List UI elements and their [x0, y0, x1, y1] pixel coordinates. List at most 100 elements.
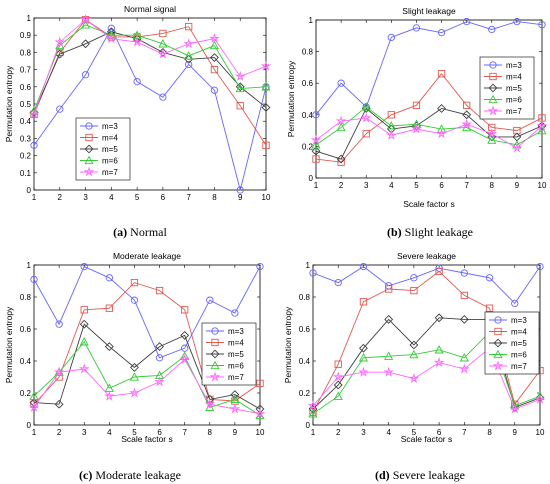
data-point	[210, 53, 219, 62]
data-point	[104, 342, 114, 352]
x-tick-label: 7	[462, 428, 467, 437]
data-point	[30, 275, 38, 284]
data-point	[336, 122, 346, 132]
data-point	[387, 33, 395, 42]
legend: m=3 m=4 m=5 m=6 m=7	[75, 117, 131, 181]
chart-title: Normal signal	[124, 4, 176, 14]
data-point	[463, 101, 471, 109]
x-tick-label: 9	[233, 428, 238, 437]
legend-marker	[209, 371, 221, 382]
data-point	[106, 33, 117, 44]
data-point	[359, 262, 368, 271]
y-tick-label: 0.4	[20, 117, 32, 126]
data-point	[255, 404, 265, 414]
data-point	[155, 286, 164, 295]
data-point	[204, 398, 216, 409]
chart-panel-3: Moderate leakage 1 2 3 4 5 6 7 8 9 10 0 0.2 0.4 0.6 0.8…	[4, 251, 266, 444]
chart-title: Moderate leakage	[113, 251, 181, 261]
x-tick-label: 5	[414, 181, 419, 190]
series-m=3	[30, 24, 270, 194]
series-line	[315, 72, 543, 163]
x-tick-label: 4	[109, 193, 114, 202]
plot-frame	[312, 264, 541, 426]
data-point	[79, 319, 89, 329]
series-line	[33, 24, 267, 112]
legend-marker	[489, 61, 497, 69]
x-tick-label: 9	[515, 181, 520, 190]
legend-marker	[211, 338, 219, 347]
data-point	[334, 278, 342, 287]
chart-panel-4: Severe leakage 1 2 3 4 5 6 7 8 9 10 0 0.2 0.4 0.6 0.8 1 S…	[283, 251, 546, 444]
x-tick-label: 2	[58, 193, 63, 202]
y-tick-label: 0	[309, 174, 314, 183]
data-point	[307, 400, 319, 411]
series-m=7	[28, 353, 266, 419]
data-point	[311, 146, 321, 156]
data-point	[433, 357, 445, 368]
data-point	[311, 140, 321, 149]
data-point	[230, 390, 240, 400]
data-point	[55, 320, 63, 328]
data-point	[409, 349, 419, 359]
data-point	[537, 125, 547, 135]
x-tick-label: 6	[439, 181, 444, 190]
data-point	[133, 77, 141, 86]
series-m=3	[312, 17, 546, 119]
x-tick-label: 10	[262, 193, 271, 202]
data-point	[411, 123, 422, 134]
data-point	[130, 278, 139, 287]
data-point	[261, 82, 271, 91]
legend-marker	[493, 338, 503, 348]
y-axis-label: Permutation entropy	[283, 306, 293, 383]
data-point	[129, 387, 140, 398]
data-point	[386, 129, 397, 140]
data-point	[256, 379, 264, 388]
series-line	[312, 266, 541, 305]
chart-title: Severe leakage	[397, 251, 456, 261]
x-tick-label: 10	[536, 428, 545, 437]
data-point	[54, 36, 66, 47]
series-line	[312, 347, 541, 410]
series-line	[33, 266, 261, 359]
y-tick-label: 0.8	[302, 48, 314, 57]
y-tick-label: 0.8	[299, 293, 311, 302]
legend-label: m=6	[511, 351, 527, 360]
data-point	[437, 28, 446, 37]
y-tick-label: 0.1	[20, 169, 32, 178]
legend-marker	[488, 94, 498, 104]
legend-label: m=4	[506, 73, 522, 82]
y-tick-label: 0.5	[20, 100, 32, 109]
series-m=5	[29, 319, 265, 414]
data-point	[362, 130, 370, 138]
series-m=5	[29, 27, 271, 118]
data-point	[409, 340, 419, 350]
x-tick-label: 10	[256, 428, 265, 437]
x-tick-label: 8	[490, 181, 495, 190]
x-tick-label: 2	[57, 428, 62, 437]
data-point	[383, 366, 394, 377]
data-point	[460, 291, 468, 300]
data-point	[310, 134, 322, 145]
data-point	[436, 128, 447, 139]
data-point	[129, 372, 140, 381]
data-point	[308, 404, 318, 414]
data-point	[184, 54, 194, 64]
data-point	[511, 142, 523, 153]
data-point	[386, 121, 396, 130]
data-point	[384, 314, 394, 324]
data-point	[235, 83, 245, 93]
series-m=7	[310, 112, 548, 153]
legend-label: m=4	[102, 134, 118, 143]
y-tick-label: 0	[27, 421, 32, 430]
data-point	[435, 267, 443, 276]
series-line	[315, 21, 543, 116]
data-point	[361, 102, 371, 111]
plot-frame	[33, 17, 267, 191]
caption-d: (d) Severe leakage	[300, 468, 540, 483]
data-point	[461, 118, 472, 129]
y-axis-label: Permutation entropy	[4, 65, 14, 142]
x-tick-label: 8	[487, 428, 492, 437]
y-tick-label: 0.2	[20, 152, 32, 161]
data-point	[54, 399, 64, 409]
y-tick-label: 0.6	[302, 79, 314, 88]
